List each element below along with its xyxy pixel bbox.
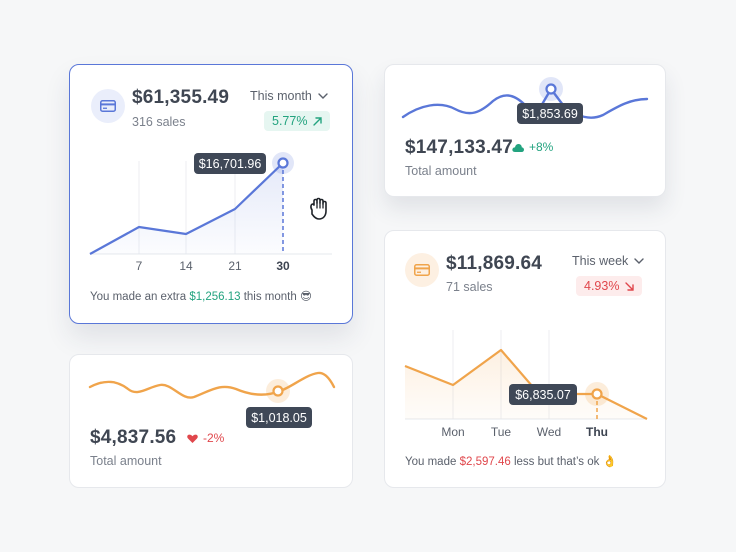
- x-tick-label: Tue: [491, 425, 512, 439]
- sparkline-chart: $1,018.05: [88, 371, 336, 428]
- period-label: This month: [250, 89, 312, 103]
- growth-badge: 5.77%: [264, 111, 331, 131]
- delta-value: +8%: [529, 140, 554, 154]
- monthly-sales-card[interactable]: $61,355.49 316 sales This month 5.77% $1…: [69, 64, 353, 324]
- highlight-point[interactable]: [272, 385, 284, 397]
- credit-card-icon: [100, 100, 116, 112]
- period-dropdown[interactable]: This week: [572, 254, 644, 268]
- arrow-down-right-icon: [625, 281, 635, 291]
- weekly-sales-card[interactable]: $11,869.64 71 sales This week 4.93% $6,8…: [384, 230, 666, 488]
- weekly-footer: You made $2,597.46 less but that’s ok 👌: [405, 454, 617, 468]
- total-amount-label: Total amount: [90, 454, 162, 468]
- x-tick-label: 14: [179, 259, 193, 273]
- tooltip-box: [194, 153, 266, 174]
- period-dropdown[interactable]: This month: [250, 89, 328, 103]
- growth-value: 5.77%: [272, 114, 308, 128]
- x-tick-label: Wed: [537, 425, 561, 439]
- area-fill: [90, 163, 283, 254]
- footer-prefix: You made: [405, 456, 457, 468]
- tooltip-value: $6,835.07: [515, 388, 571, 402]
- growth-badge: 4.93%: [576, 276, 643, 296]
- sparkline-line: [88, 371, 336, 399]
- delta-indicator: -2%: [187, 431, 224, 445]
- heart-down-icon: [187, 434, 198, 443]
- tooltip-box: [509, 384, 577, 405]
- footer-value: $2,597.46: [459, 456, 511, 468]
- weekly-line-chart: $6,835.07 Mon Tue Wed Thu: [404, 330, 648, 439]
- tooltip-value: $1,853.69: [522, 107, 578, 121]
- delta-value: -2%: [203, 431, 225, 445]
- monthly-line-chart: $16,701.96 7 14 21 30: [89, 152, 332, 273]
- series-line: [89, 162, 284, 255]
- x-tick-label-active: 30: [276, 259, 290, 273]
- card-icon-wrap: [91, 89, 125, 123]
- footer-value: $1,256.13: [189, 291, 241, 303]
- highlight-point[interactable]: [277, 157, 289, 169]
- cloud-up-icon: [512, 143, 524, 152]
- total-amount-card-top[interactable]: $1,853.69 $147,133.47 +8% Total amount: [384, 64, 666, 197]
- total-amount-value: $4,837.56: [90, 427, 177, 448]
- monthly-sales-count: 316 sales: [132, 115, 186, 129]
- period-label: This week: [572, 254, 629, 268]
- sparkline-chart: $1,853.69: [401, 77, 649, 124]
- highlight-point[interactable]: [545, 83, 557, 95]
- x-tick-label-active: Thu: [586, 425, 608, 439]
- growth-value: 4.93%: [584, 279, 620, 293]
- x-tick-label: Mon: [441, 425, 464, 439]
- footer-prefix: You made an extra: [90, 291, 187, 303]
- sparkline-line: [401, 86, 649, 119]
- tooltip-box: [517, 103, 583, 124]
- total-amount-label: Total amount: [405, 164, 477, 178]
- hand-grab-cursor-icon: [310, 197, 327, 220]
- chevron-down-icon: [318, 93, 328, 99]
- tooltip-value: $1,018.05: [251, 411, 307, 425]
- monthly-footer: You made an extra $1,256.13 this month 😎: [90, 289, 312, 303]
- weekly-sales-count: 71 sales: [446, 280, 493, 294]
- x-tick-label: 21: [228, 259, 242, 273]
- card-icon-wrap: [405, 253, 439, 287]
- total-amount-card-bottom[interactable]: $1,018.05 $4,837.56 -2% Total amount: [69, 354, 353, 488]
- total-amount-value: $147,133.47: [405, 137, 513, 158]
- highlight-point[interactable]: [591, 388, 603, 400]
- weekly-amount: $11,869.64: [446, 253, 543, 274]
- footer-suffix: less but that’s ok 👌: [513, 456, 617, 468]
- monthly-amount: $61,355.49: [132, 87, 230, 108]
- credit-card-icon: [414, 264, 430, 276]
- tooltip-value: $16,701.96: [199, 157, 262, 171]
- x-tick-label: 7: [136, 259, 143, 273]
- series-line: [404, 348, 648, 420]
- arrow-up-right-icon: [313, 116, 323, 126]
- delta-indicator: +8%: [512, 140, 553, 154]
- tooltip-box: [246, 407, 312, 428]
- footer-suffix: this month 😎: [243, 291, 312, 303]
- chevron-down-icon: [634, 258, 644, 264]
